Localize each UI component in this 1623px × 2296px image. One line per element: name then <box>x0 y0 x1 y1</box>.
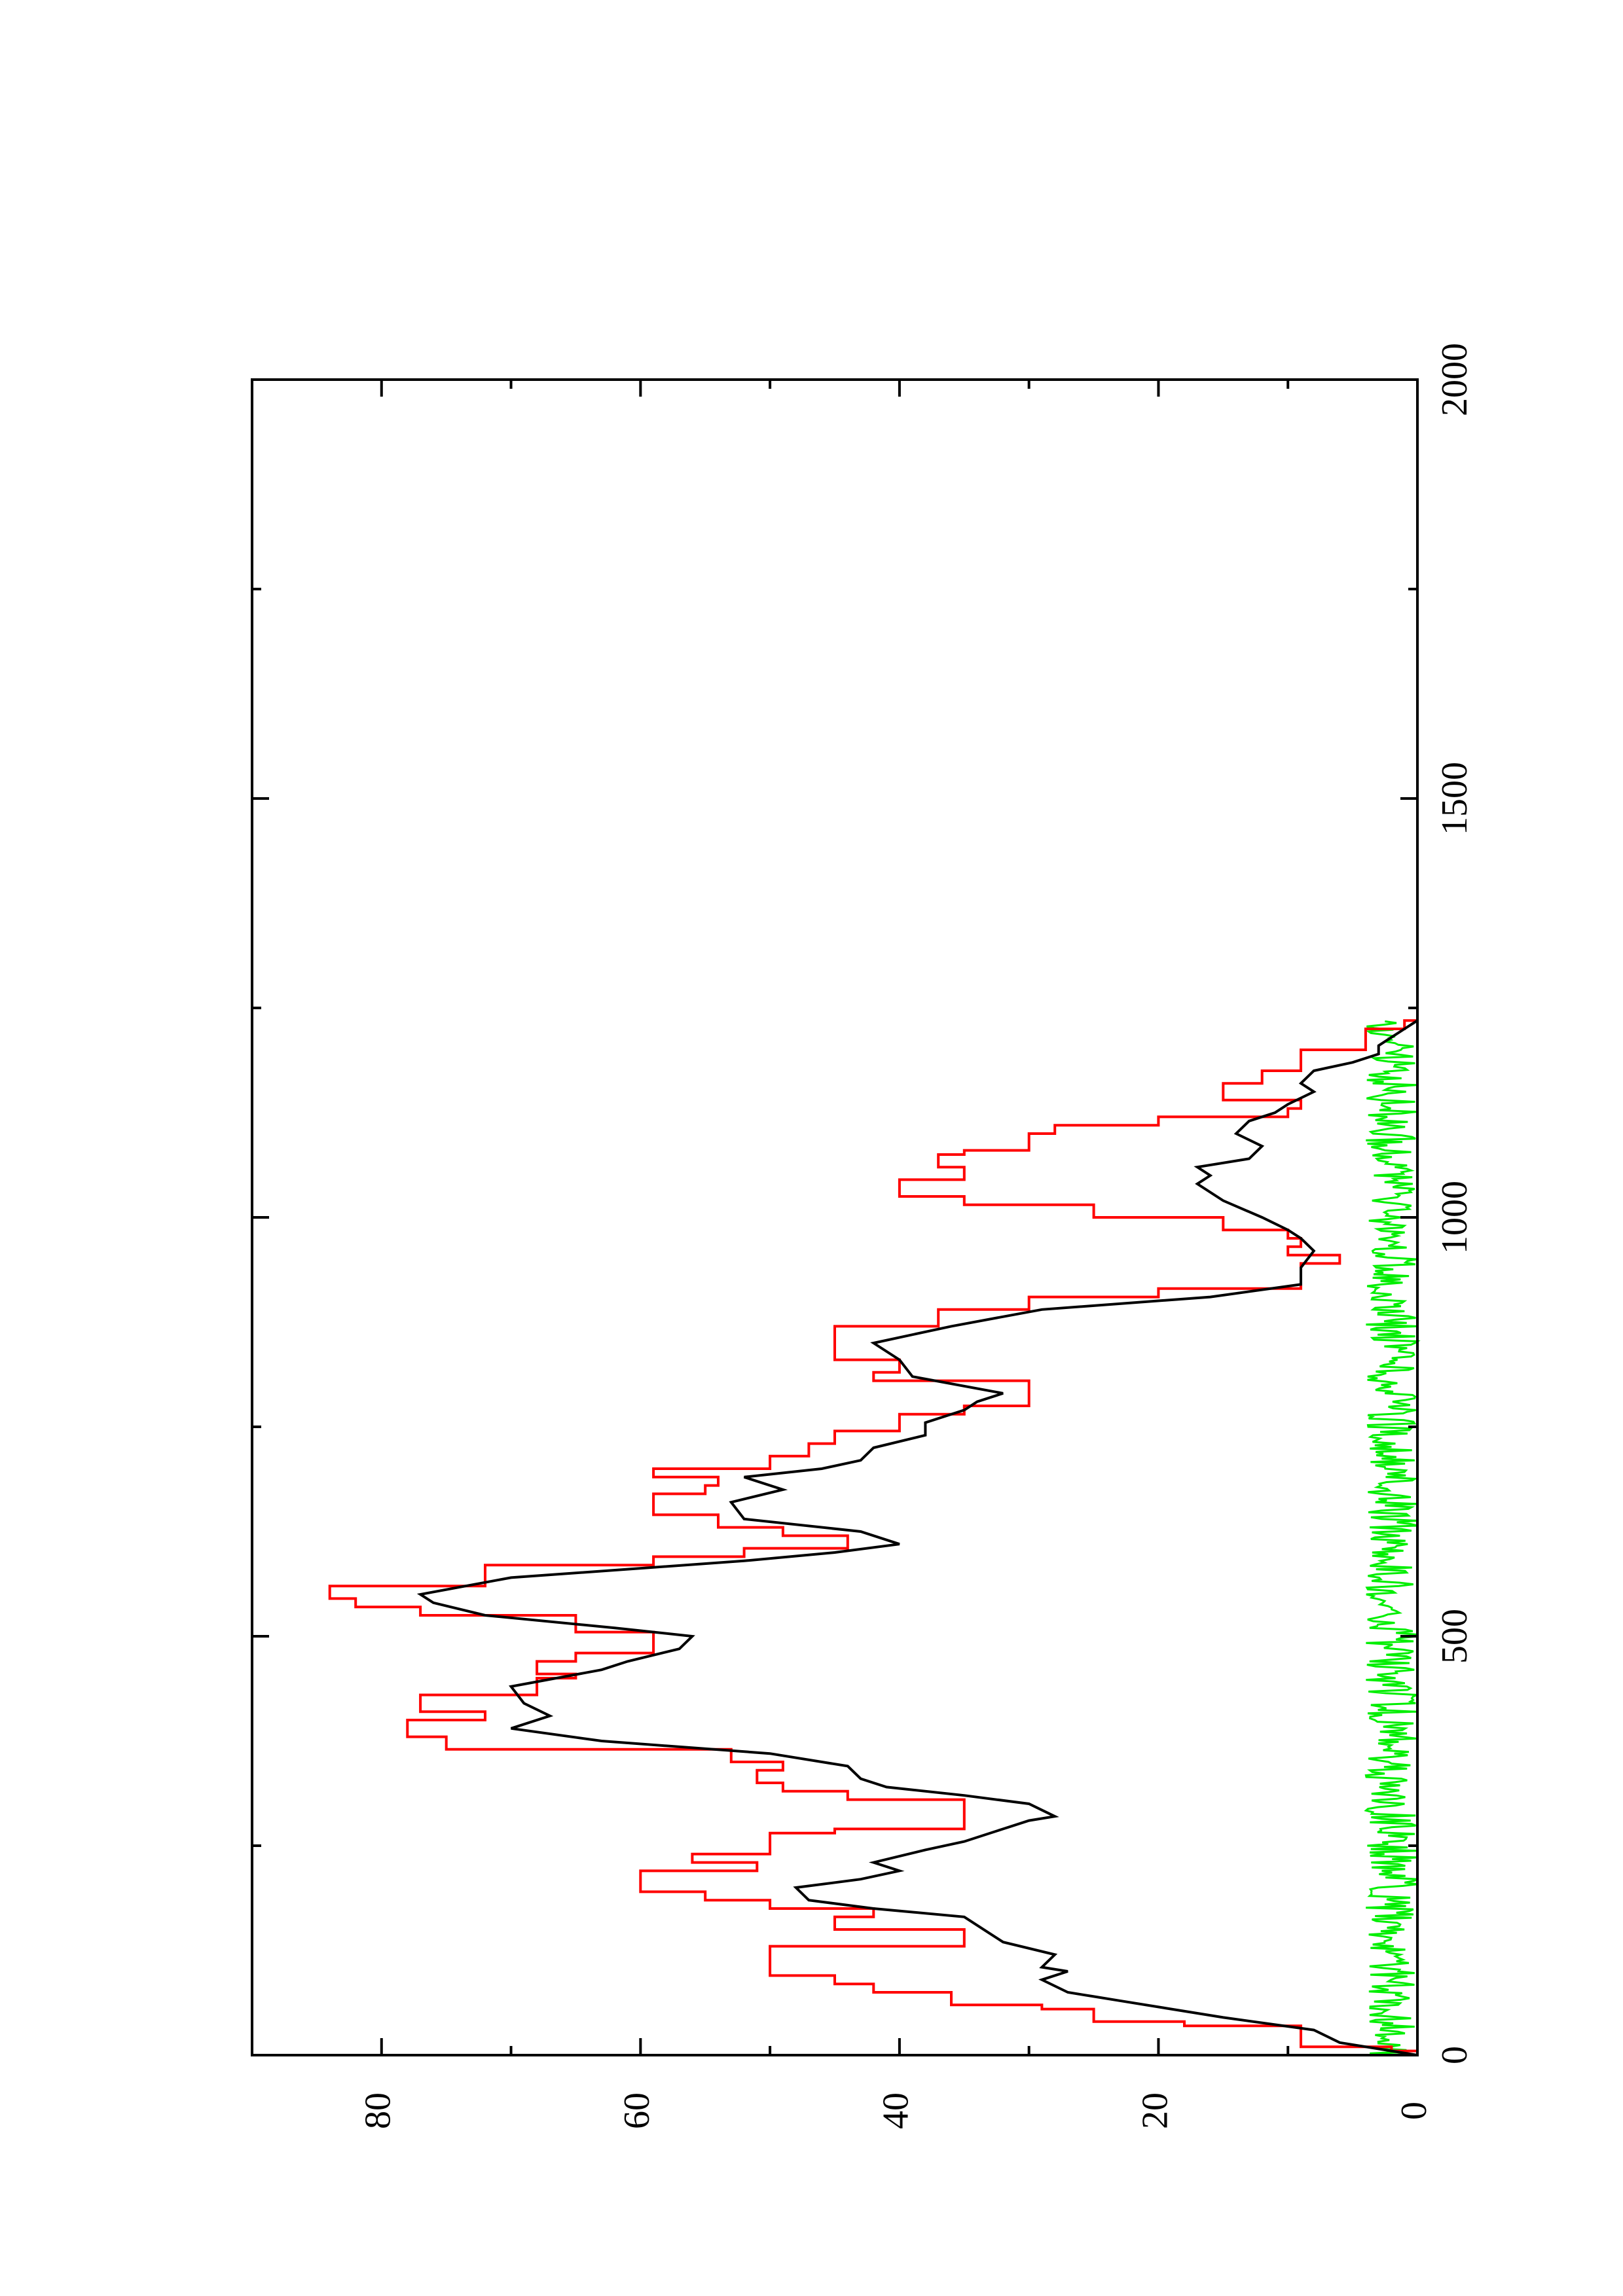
tick-labels: 0 500 1000 1500 2000 0 20 40 60 80 <box>358 343 1475 2129</box>
series-line-red <box>328 1019 1419 2055</box>
x-tick-label: 0 <box>1434 2046 1475 2064</box>
x-tick-label: 2000 <box>1434 343 1475 416</box>
y-tick-label: 80 <box>358 2092 399 2129</box>
series-layer <box>328 1019 1421 2056</box>
plot-frame <box>251 378 1419 2056</box>
x-tick-label: 1000 <box>1434 1181 1475 1254</box>
y-tick-label: 20 <box>1135 2092 1175 2129</box>
x-tick-label: 1500 <box>1434 762 1475 835</box>
series-line-black <box>416 1019 1419 2056</box>
y-tick-label: 40 <box>876 2092 917 2129</box>
x-tick-label: 500 <box>1434 1609 1475 1664</box>
y-tick-label: 60 <box>617 2092 657 2129</box>
y-tick-label: 0 <box>1394 2102 1434 2120</box>
series-line-green <box>1364 1020 1421 2056</box>
ticks-layer <box>252 378 1419 2056</box>
